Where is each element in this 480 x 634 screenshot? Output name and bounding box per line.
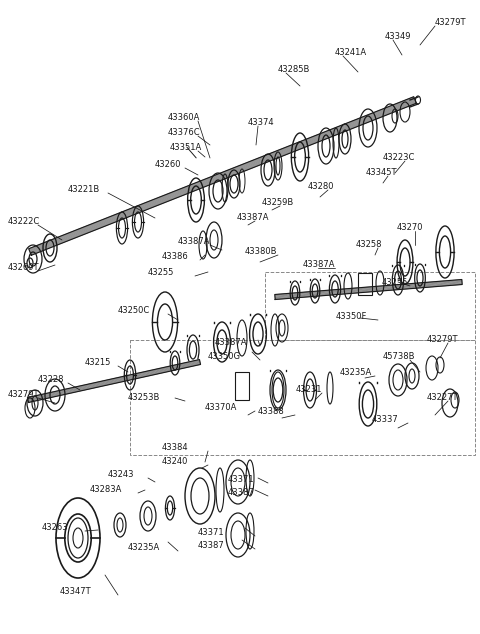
Text: 43215: 43215 xyxy=(85,358,111,367)
Text: 43387A: 43387A xyxy=(237,213,269,222)
Text: 43255: 43255 xyxy=(148,268,174,277)
Text: 43231: 43231 xyxy=(296,385,323,394)
Text: 43387A: 43387A xyxy=(178,237,211,246)
Text: 43279T: 43279T xyxy=(427,335,458,344)
Text: 43345T: 43345T xyxy=(366,168,397,177)
Polygon shape xyxy=(29,97,416,256)
Text: 43350F: 43350F xyxy=(336,312,367,321)
Text: 43253B: 43253B xyxy=(128,393,160,402)
Text: 43243: 43243 xyxy=(108,470,134,479)
Text: 43222C: 43222C xyxy=(8,217,40,226)
Text: 43221B: 43221B xyxy=(68,185,100,194)
Bar xyxy=(235,372,249,400)
Bar xyxy=(358,273,372,295)
Bar xyxy=(265,272,475,340)
Text: 45738B: 45738B xyxy=(383,352,416,361)
Text: 43387: 43387 xyxy=(228,488,255,497)
Text: 43376C: 43376C xyxy=(168,128,201,137)
Text: 43263: 43263 xyxy=(42,523,69,532)
Text: 43240: 43240 xyxy=(162,457,188,466)
Text: 43387A: 43387A xyxy=(303,260,336,269)
Text: 43279T: 43279T xyxy=(8,390,39,399)
Text: 43260: 43260 xyxy=(155,160,181,169)
Text: 43386: 43386 xyxy=(162,252,189,261)
Text: 43371: 43371 xyxy=(198,528,225,537)
Text: 43255: 43255 xyxy=(382,278,408,287)
Text: 43351A: 43351A xyxy=(170,143,202,152)
Text: 43270: 43270 xyxy=(397,223,423,232)
Text: 43337: 43337 xyxy=(372,415,399,424)
Text: 43241A: 43241A xyxy=(335,48,367,57)
Text: 43380B: 43380B xyxy=(245,247,277,256)
Text: 43371: 43371 xyxy=(228,475,254,484)
Text: 43228: 43228 xyxy=(38,375,64,384)
Text: 43279T: 43279T xyxy=(435,18,467,27)
Text: 43259B: 43259B xyxy=(262,198,294,207)
Text: 43370A: 43370A xyxy=(205,403,238,412)
Text: 43235A: 43235A xyxy=(128,543,160,552)
Text: 43269T: 43269T xyxy=(8,263,39,272)
Text: 43387: 43387 xyxy=(198,541,225,550)
Text: 43235A: 43235A xyxy=(340,368,372,377)
Text: 43250C: 43250C xyxy=(118,306,150,315)
Polygon shape xyxy=(27,359,201,403)
Text: 43258: 43258 xyxy=(356,240,383,249)
Text: 43285B: 43285B xyxy=(278,65,311,74)
Text: 43347T: 43347T xyxy=(60,587,92,596)
Text: 43283A: 43283A xyxy=(90,485,122,494)
Bar xyxy=(130,340,475,455)
Text: 43374: 43374 xyxy=(248,118,275,127)
Text: 43384: 43384 xyxy=(162,443,189,452)
Text: 43223C: 43223C xyxy=(383,153,415,162)
Text: 43387A: 43387A xyxy=(215,338,248,347)
Text: 43280: 43280 xyxy=(308,182,335,191)
Text: 43350G: 43350G xyxy=(208,352,241,361)
Text: 43227T: 43227T xyxy=(427,393,458,402)
Text: 43360A: 43360A xyxy=(168,113,200,122)
Polygon shape xyxy=(275,280,462,299)
Text: 43388: 43388 xyxy=(258,407,285,416)
Text: 43349: 43349 xyxy=(385,32,411,41)
